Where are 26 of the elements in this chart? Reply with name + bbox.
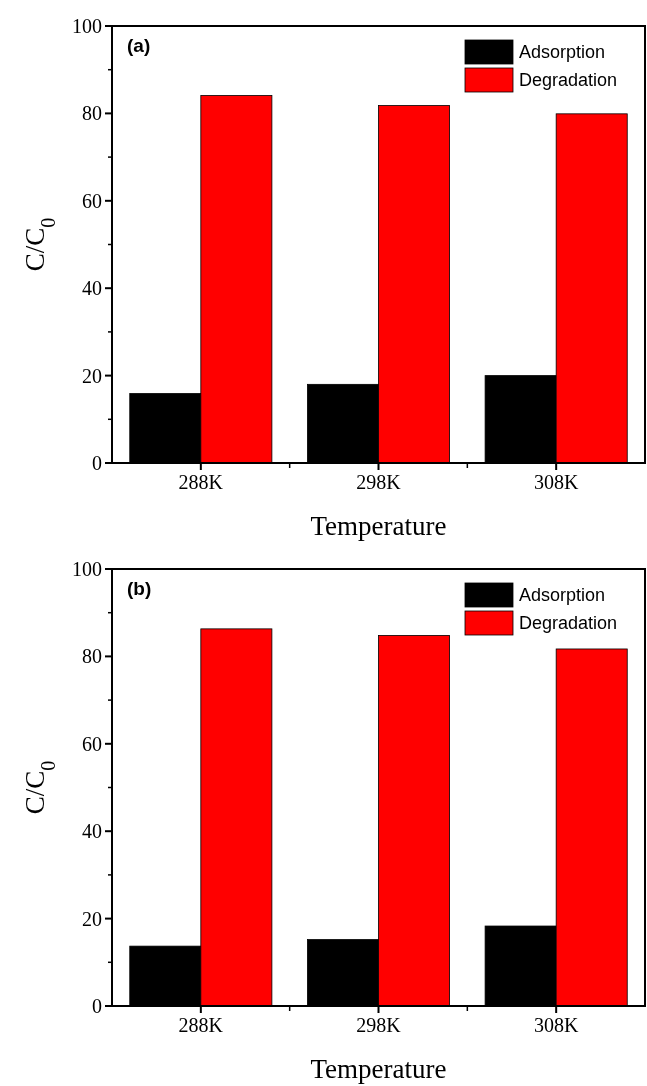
legend-label: Degradation (519, 70, 618, 91)
x-tick-label: 298K (356, 1014, 402, 1036)
x-tick-label: 288K (178, 471, 224, 493)
text: (b) (127, 578, 152, 599)
y-tick-label: 60 (82, 189, 102, 212)
text: (a) (127, 35, 151, 56)
legend-label: Degradation (519, 613, 618, 634)
x-tick-label: 308K (533, 471, 579, 493)
y-tick-label: 40 (82, 277, 102, 300)
y-tick-label: 20 (82, 907, 102, 930)
y-tick-label: 100 (72, 558, 102, 580)
y-tick-label: 80 (82, 645, 102, 668)
x-tick-label: 288K (178, 1014, 224, 1036)
x-axis-title: Temperature (310, 1054, 447, 1084)
y-tick-label: 100 (72, 15, 102, 37)
y-tick-label: 20 (82, 364, 102, 387)
y-tick-label: 80 (82, 102, 102, 125)
x-axis-title: Temperature (310, 511, 447, 541)
legend-label: Adsorption (519, 42, 606, 63)
legend-label: Adsorption (519, 585, 606, 606)
y-tick-label: 0 (92, 452, 102, 474)
y-tick-label: 60 (82, 732, 102, 755)
x-tick-label: 308K (533, 1014, 579, 1036)
y-tick-label: 0 (92, 995, 102, 1017)
y-tick-label: 40 (82, 820, 102, 843)
x-tick-label: 298K (356, 471, 402, 493)
